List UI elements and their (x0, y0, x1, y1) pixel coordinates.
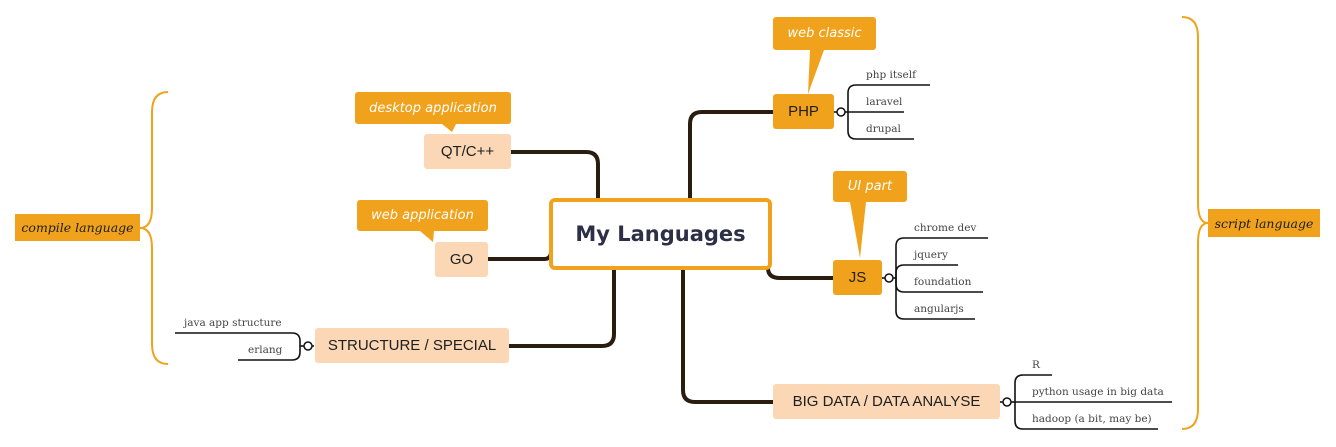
branch-js (766, 260, 835, 280)
leaf-angularjs[interactable]: angularjs (914, 303, 964, 315)
callout-php-text: web classic (787, 26, 862, 41)
callout-go-text: web application (371, 208, 474, 223)
branch-go (486, 244, 553, 261)
leaf-python-big-data[interactable]: python usage in big data (1032, 386, 1164, 398)
topic-structure[interactable]: STRUCTURE / SPECIAL (315, 328, 509, 363)
callout-js: UI part (833, 171, 907, 202)
callout-go: web application (357, 200, 488, 231)
boundary-label-script[interactable]: script language (1208, 209, 1320, 237)
callout-php: web classic (773, 17, 876, 50)
branch-structure (507, 266, 616, 348)
topic-go-label: GO (449, 251, 474, 268)
topic-bigdata[interactable]: BIG DATA / DATA ANALYSE (773, 384, 1000, 419)
leaf-hadoop[interactable]: hadoop (a bit, may be) (1032, 413, 1152, 425)
branch-qt (509, 150, 600, 200)
boundary-label-compile[interactable]: compile language (15, 214, 140, 241)
branch-php (688, 110, 775, 202)
boundary-label-script-text: script language (1214, 215, 1314, 231)
topic-structure-label: STRUCTURE / SPECIAL (327, 337, 497, 354)
topic-bigdata-label: BIG DATA / DATA ANALYSE (792, 393, 981, 410)
leaf-jquery[interactable]: jquery (914, 249, 948, 261)
leaf-php-itself[interactable]: php itself (866, 69, 916, 81)
leaf-java-app-structure[interactable]: java app structure (184, 317, 282, 329)
central-topic[interactable]: My Languages (549, 198, 772, 270)
topic-js[interactable]: JS (833, 260, 882, 295)
central-title: My Languages (575, 222, 746, 246)
topic-go[interactable]: GO (435, 242, 488, 277)
topic-php[interactable]: PHP (773, 94, 834, 129)
right-boundary-bracket (1181, 16, 1209, 430)
leaf-drupal[interactable]: drupal (866, 123, 901, 135)
leaf-erlang[interactable]: erlang (248, 344, 283, 356)
topic-php-label: PHP (788, 103, 819, 120)
boundary-label-compile-text: compile language (21, 220, 134, 235)
topic-js-label: JS (848, 269, 867, 286)
leaf-chrome-dev[interactable]: chrome dev (914, 222, 977, 234)
leaf-laravel[interactable]: laravel (866, 96, 903, 108)
left-boundary-bracket (139, 91, 169, 365)
leaf-foundation[interactable]: foundation (914, 276, 972, 288)
leaf-r[interactable]: R (1032, 359, 1040, 371)
topic-qt[interactable]: QT/C++ (424, 134, 511, 169)
callout-qt: desktop application (355, 92, 511, 124)
callout-qt-text: desktop application (369, 100, 497, 116)
callout-js-text: UI part (847, 179, 893, 194)
topic-qt-label: QT/C++ (440, 143, 495, 160)
branch-bigdata (681, 266, 775, 404)
